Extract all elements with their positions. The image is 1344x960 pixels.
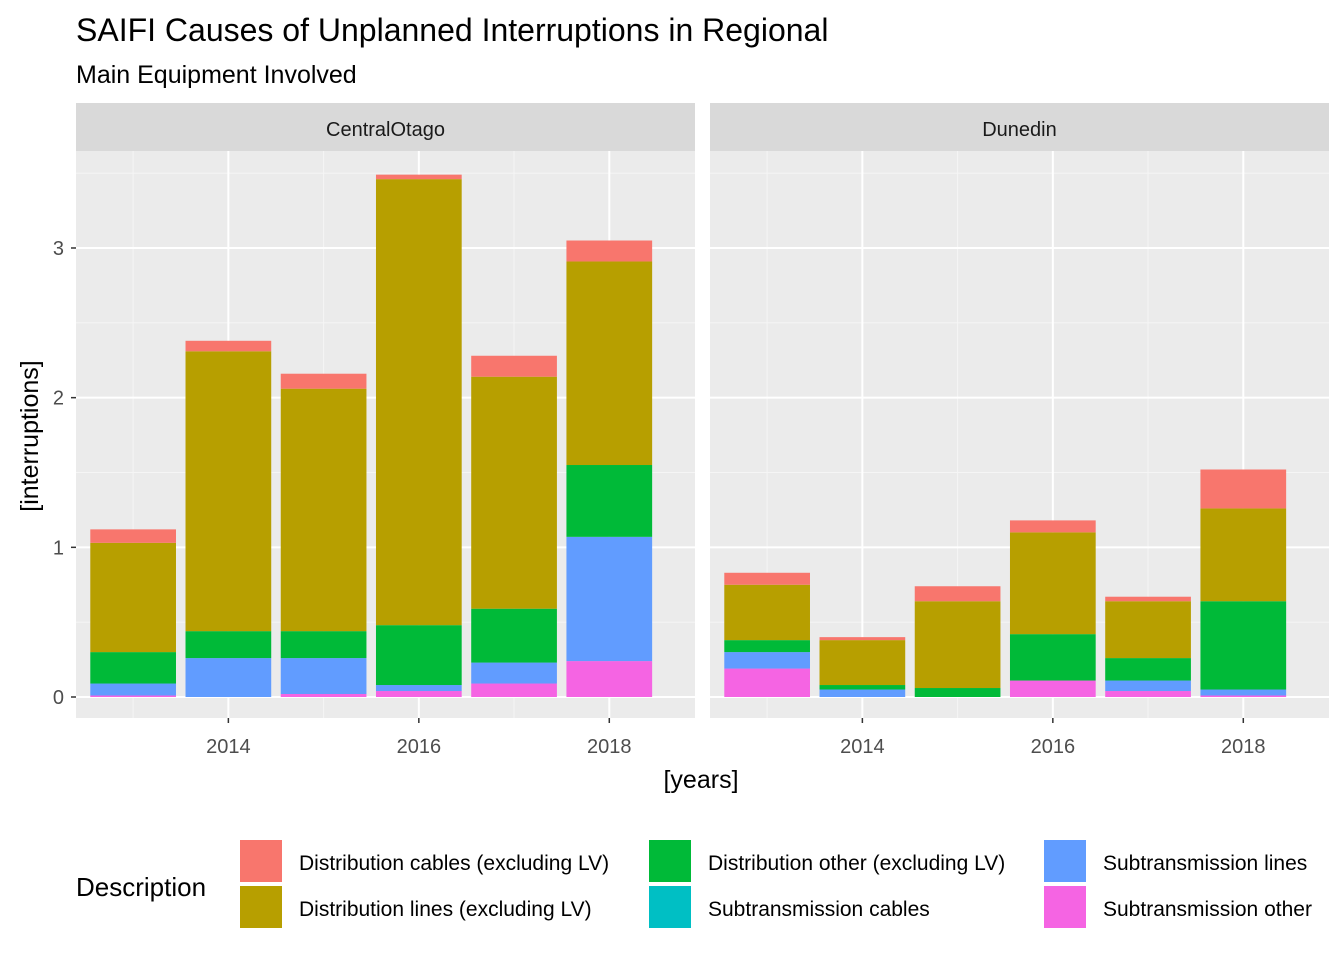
bar-segment	[1009, 634, 1096, 681]
bar-segment	[90, 529, 176, 543]
bar-segment	[1009, 520, 1096, 533]
bar-segment	[471, 683, 557, 697]
legend-item: Subtransmission lines	[1044, 840, 1307, 882]
y-tick-label: 3	[53, 238, 64, 260]
facet-panel-centralotago: CentralOtago 2014 2016 2018	[76, 103, 695, 758]
y-tick-label: 0	[53, 687, 64, 709]
bar-segment	[90, 652, 176, 684]
bar-segment	[819, 685, 906, 690]
bar-segment	[1200, 695, 1287, 697]
bar-segment	[1009, 532, 1096, 635]
legend: Description Distribution cables (excludi…	[76, 840, 1312, 928]
legend-swatch	[240, 840, 282, 882]
bar-segment	[724, 640, 810, 653]
x-axis-title: [years]	[663, 766, 738, 794]
bar-segment	[471, 608, 557, 663]
legend-label: Subtransmission cables	[708, 898, 930, 921]
bar-segment	[566, 240, 653, 262]
legend-swatch	[649, 840, 691, 882]
bar-segment	[1200, 469, 1287, 509]
bar-segment	[471, 376, 557, 609]
bar-segment	[185, 351, 272, 632]
bar-segment	[185, 340, 272, 352]
bar-segment	[185, 631, 272, 659]
legend-item: Distribution other (excluding LV)	[649, 840, 1005, 882]
bar-segment	[1105, 680, 1191, 692]
bar-segment	[1009, 680, 1096, 697]
bar-segment	[471, 662, 557, 684]
legend-item: Distribution lines (excluding LV)	[240, 886, 592, 928]
legend-swatch	[240, 886, 282, 928]
bar-segment	[1200, 508, 1287, 602]
legend-item: Distribution cables (excluding LV)	[240, 840, 609, 882]
bar-segment	[566, 661, 653, 697]
x-tick-label: 2014	[840, 736, 885, 758]
bar-segment	[1200, 601, 1287, 690]
facet-panels: CentralOtago 2014 2016 2018 Dunedin 2014 2016 2…	[76, 103, 1329, 758]
chart-subtitle: Main Equipment Involved	[76, 61, 357, 89]
bar-segment	[1105, 596, 1191, 602]
bar-segment	[375, 625, 462, 686]
facet-strip-label: Dunedin	[982, 119, 1057, 141]
bar-segment	[819, 637, 906, 641]
bar-segment	[90, 695, 176, 697]
legend-swatch	[1044, 886, 1086, 928]
bar-segment	[566, 465, 653, 537]
bar-segment	[280, 388, 367, 632]
bar-segment	[914, 688, 1001, 697]
bar-segment	[1105, 658, 1191, 681]
bar-segment	[375, 174, 462, 180]
bar-segment	[724, 652, 810, 669]
legend-label: Distribution other (excluding LV)	[708, 852, 1005, 875]
bar-segment	[90, 683, 176, 696]
bar-segment	[280, 694, 367, 697]
bar-segment	[819, 689, 906, 697]
bar-segment	[566, 536, 653, 662]
x-tick-label: 2018	[1221, 736, 1266, 758]
x-tick-label: 2016	[397, 736, 442, 758]
chart-title: SAIFI Causes of Unplanned Interruptions …	[76, 12, 828, 48]
y-tick-label: 1	[53, 537, 64, 559]
bar-segment	[724, 572, 810, 585]
bar-segment	[185, 658, 272, 697]
bar-segment	[1200, 689, 1287, 696]
bar-segment	[375, 685, 462, 692]
legend-title: Description	[76, 872, 206, 902]
legend-label: Subtransmission other	[1103, 898, 1312, 921]
x-tick-label: 2016	[1031, 736, 1076, 758]
facet-strip-label: CentralOtago	[326, 119, 445, 141]
bar-segment	[1105, 601, 1191, 659]
y-axis-title: [interruptions]	[16, 360, 44, 511]
bar-segment	[914, 586, 1001, 602]
y-axis: 0 1 2 3	[53, 238, 76, 709]
legend-swatch	[1044, 840, 1086, 882]
facet-strip	[710, 103, 1329, 151]
bar-segment	[1105, 691, 1191, 697]
bar-segment	[280, 658, 367, 695]
x-tick-label: 2014	[206, 736, 251, 758]
bar-segment	[566, 261, 653, 466]
legend-label: Distribution lines (excluding LV)	[299, 898, 592, 921]
legend-swatch	[649, 886, 691, 928]
bar-segment	[375, 691, 462, 697]
legend-label: Distribution cables (excluding LV)	[299, 852, 609, 875]
legend-label: Subtransmission lines	[1103, 852, 1307, 875]
bar-segment	[914, 601, 1001, 689]
bar-segment	[471, 355, 557, 377]
legend-item: Subtransmission other	[1044, 886, 1312, 928]
facet-strip	[76, 103, 695, 151]
bar-segment	[280, 631, 367, 659]
bar-segment	[724, 668, 810, 697]
bar-segment	[724, 584, 810, 641]
bar-segment	[280, 373, 367, 389]
bar-segment	[375, 179, 462, 626]
x-tick-label: 2018	[587, 736, 632, 758]
legend-item: Subtransmission cables	[649, 886, 930, 928]
bar-segment	[90, 542, 176, 653]
y-tick-label: 2	[53, 388, 64, 410]
facet-panel-dunedin: Dunedin 2014 2016 2018	[710, 103, 1329, 758]
bar-segment	[819, 640, 906, 686]
